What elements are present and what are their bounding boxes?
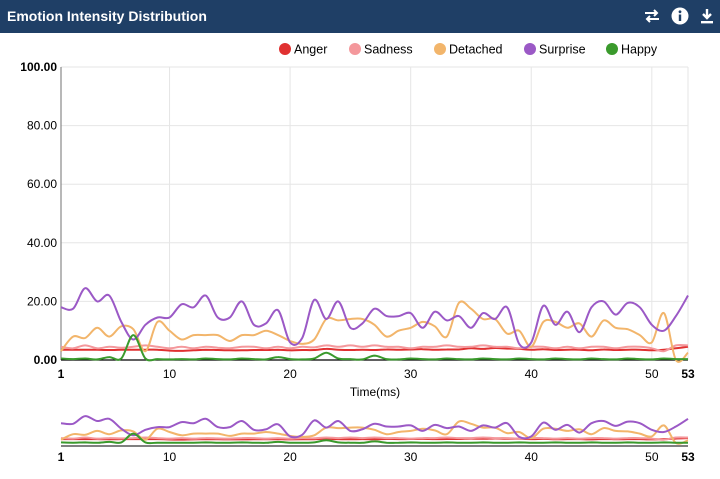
- navigator-tick-label: 53: [681, 450, 695, 464]
- navigator-tick-label: 20: [283, 450, 297, 464]
- legend-item-detached[interactable]: Detached: [434, 43, 503, 57]
- legend-item-happy[interactable]: Happy: [606, 43, 658, 57]
- navigator-overview[interactable]: [60, 415, 689, 447]
- navigator-line-happy: [60, 432, 688, 445]
- info-icon[interactable]: [670, 6, 690, 26]
- legend-item-anger[interactable]: Anger: [279, 43, 327, 57]
- y-tick-label: 40.00: [27, 236, 57, 250]
- series-lines: [60, 287, 689, 363]
- navigator-tick-label: 50: [645, 450, 659, 464]
- y-tick-label: 80.00: [27, 119, 57, 133]
- line-chart: 0.00 20.00 40.00 60.00 80.00 100.00 1 10 20 30 40…: [20, 43, 695, 465]
- navigator-tick-label: 40: [525, 450, 539, 464]
- y-axis-ticks: 0.00 20.00 40.00 60.00 80.00 100.00: [20, 60, 57, 367]
- legend-marker: [349, 43, 361, 55]
- x-tick-label: 30: [404, 367, 418, 381]
- legend-marker: [524, 43, 536, 55]
- legend-item-sadness[interactable]: Sadness: [349, 43, 413, 57]
- legend-marker: [279, 43, 291, 55]
- legend-marker: [606, 43, 618, 55]
- y-tick-label: 60.00: [27, 177, 57, 191]
- navigator-tick-label: 10: [163, 450, 177, 464]
- legend-item-surprise[interactable]: Surprise: [524, 43, 586, 57]
- swap-icon[interactable]: [642, 6, 662, 26]
- download-icon[interactable]: [697, 6, 717, 26]
- y-tick-label: 0.00: [34, 353, 58, 367]
- series-line-happy: [60, 334, 689, 362]
- legend-label: Happy: [621, 43, 658, 57]
- x-tick-label: 40: [525, 367, 539, 381]
- y-tick-label: 100.00: [20, 60, 57, 74]
- legend-label: Surprise: [539, 43, 586, 57]
- chart-title: Emotion Intensity Distribution: [7, 8, 207, 24]
- legend-label: Detached: [449, 43, 503, 57]
- series-line-surprise: [60, 287, 689, 349]
- x-tick-label: 53: [681, 367, 695, 381]
- navigator-line-sadness: [60, 436, 689, 441]
- grid-lines: [60, 66, 689, 361]
- series-line-anger: [61, 345, 689, 352]
- x-axis-ticks: 1 10 20 30 40 50 53: [58, 367, 695, 381]
- legend: Anger Sadness Detached Surprise Happy: [279, 43, 658, 57]
- navigator-line-surprise: [60, 415, 689, 440]
- y-tick-label: 20.00: [27, 294, 57, 308]
- series-line-sadness: [60, 343, 689, 353]
- x-axis-label: Time(ms): [350, 385, 400, 399]
- legend-label: Anger: [294, 43, 327, 57]
- legend-label: Sadness: [364, 43, 413, 57]
- navigator-tick-label: 30: [404, 450, 418, 464]
- chart-header: Emotion Intensity Distribution: [0, 0, 720, 33]
- series-line-detached: [60, 300, 689, 363]
- x-tick-label: 1: [58, 367, 65, 381]
- legend-marker: [434, 43, 446, 55]
- x-tick-label: 20: [283, 367, 297, 381]
- navigator-tick-label: 1: [58, 450, 65, 464]
- x-tick-label: 50: [645, 367, 659, 381]
- x-tick-label: 10: [163, 367, 177, 381]
- navigator-x-ticks: 1 10 20 30 40 50 53: [58, 450, 695, 464]
